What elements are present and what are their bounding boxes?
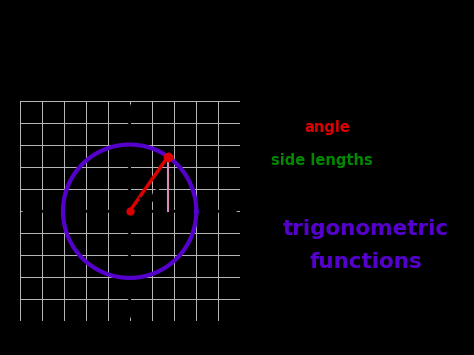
Text: the: the [271,120,304,135]
Text: trigonometric: trigonometric [283,219,449,239]
Text: cos: cos [311,298,338,313]
Text: angle: angle [304,120,350,135]
Text: sec: sec [383,298,411,313]
Text: cot: cot [384,314,410,329]
Text: and the: and the [357,120,426,135]
Text: Deriving the Trigonometric Functions: Deriving the Trigonometric Functions [18,60,456,80]
Text: csc: csc [384,283,410,298]
Text: sin: sin [313,283,337,298]
Text: $\theta$: $\theta$ [150,189,162,207]
Text: related by several: related by several [271,186,422,201]
Text: functions: functions [310,252,422,272]
Text: side lengths: side lengths [271,153,373,168]
Text: are: are [392,153,424,168]
Text: tan: tan [311,314,339,329]
